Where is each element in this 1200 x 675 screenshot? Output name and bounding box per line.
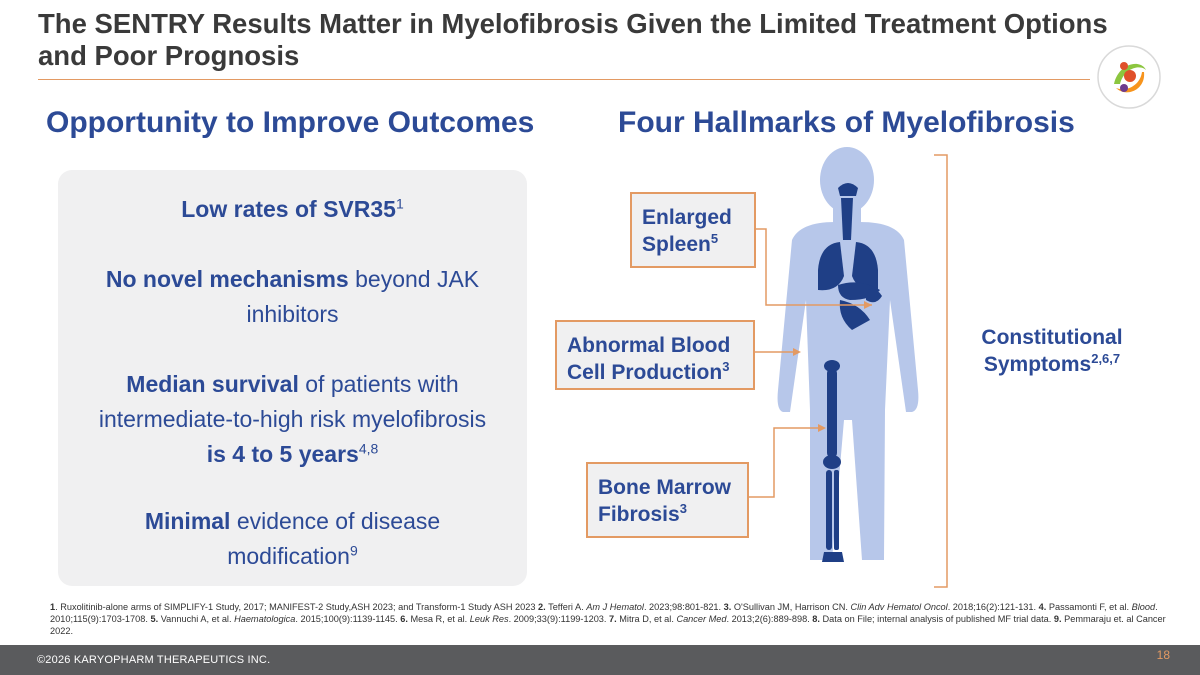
title-divider: [38, 79, 1090, 80]
hallmark-abnormal-blood: Abnormal Blood Cell Production3: [555, 320, 755, 390]
footer-bar: ©2026 KARYOPHARM THERAPEUTICS INC. 18: [0, 645, 1200, 675]
page-number: 18: [1156, 648, 1170, 662]
body-silhouette: [777, 147, 919, 560]
hallmark-bone-marrow-fibrosis: Bone Marrow Fibrosis3: [586, 462, 749, 538]
references: 1. Ruxolitinib-alone arms of SIMPLIFY-1 …: [50, 602, 1166, 636]
slide-title: The SENTRY Results Matter in Myelofibros…: [38, 8, 1108, 71]
copyright-text: ©2026 KARYOPHARM THERAPEUTICS INC.: [37, 654, 271, 666]
hallmark-constitutional-symptoms: Constitutional Symptoms2,6,7: [981, 326, 1123, 376]
outcome-survival: Median survival of patients with interme…: [98, 371, 487, 467]
hallmark-enlarged-spleen: Enlarged Spleen5: [630, 192, 756, 268]
right-heading: Four Hallmarks of Myelofibrosis: [618, 106, 1075, 139]
callout-arrows: [749, 154, 948, 588]
company-logo-icon: [1097, 45, 1161, 109]
organs-and-bones: [818, 183, 882, 562]
outcomes-panel: Low rates of SVR351 No novel mechanisms …: [58, 170, 527, 586]
outcome-modification: Minimal evidence of disease modification…: [144, 508, 441, 569]
outcome-mechanisms: No novel mechanisms beyond JAK inhibitor…: [105, 266, 480, 327]
outcome-svr35: Low rates of SVR351: [181, 195, 404, 222]
left-heading: Opportunity to Improve Outcomes: [46, 106, 535, 139]
